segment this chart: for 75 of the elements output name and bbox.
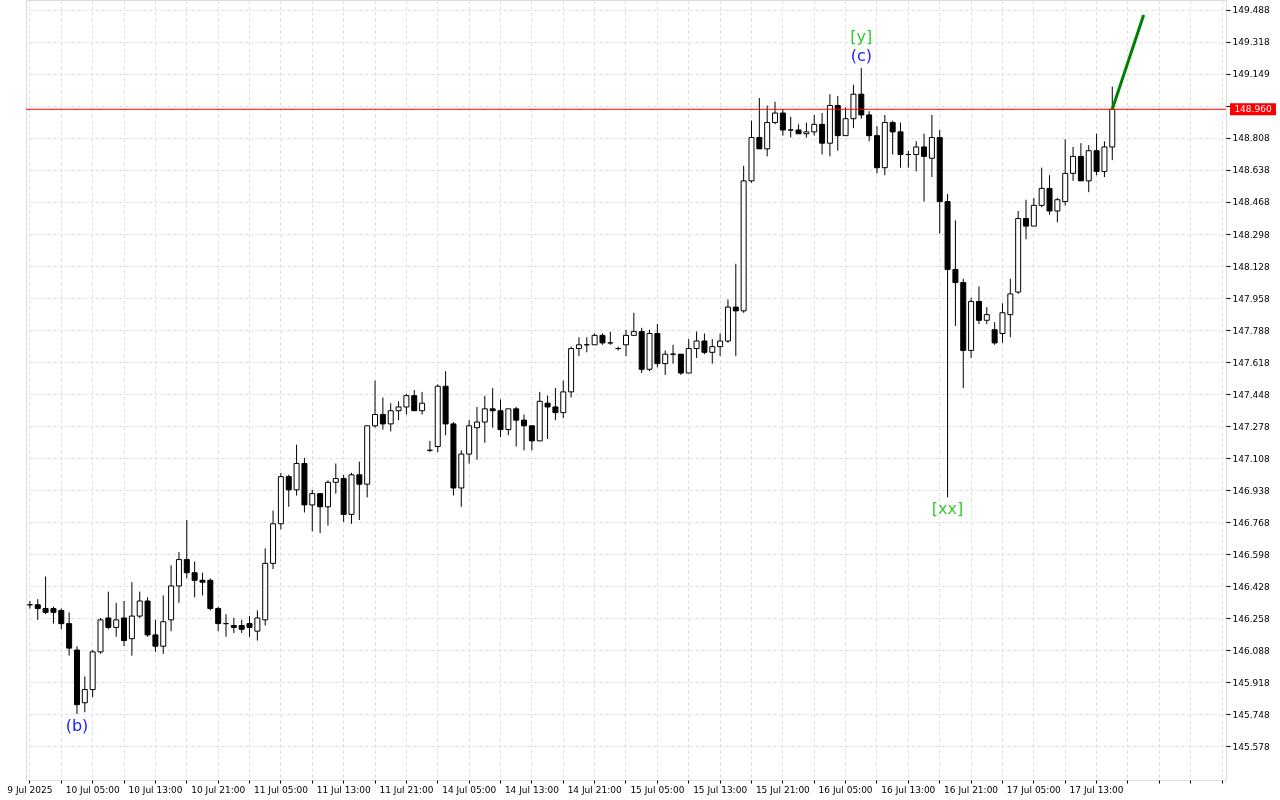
candlestick: [372, 380, 379, 429]
y-tick-label: 148.298: [1232, 229, 1270, 240]
y-tick-label: 147.448: [1232, 389, 1270, 400]
candlestick: [379, 397, 386, 431]
y-tick-label: 148.808: [1232, 133, 1270, 144]
candlestick: [521, 413, 528, 451]
y-tick-label: 145.918: [1232, 677, 1270, 688]
y-tick-label: 147.278: [1232, 421, 1270, 432]
candlestick: [623, 329, 629, 357]
candlestick: [575, 336, 582, 357]
y-tick-label: 147.958: [1232, 293, 1270, 304]
x-tick-label: 10 Jul 21:00: [191, 784, 246, 795]
x-tick-label: 16 Jul 21:00: [944, 784, 999, 795]
y-tick-label: 146.938: [1232, 485, 1270, 496]
candlestick: [787, 116, 794, 139]
y-tick-label: 146.598: [1232, 549, 1270, 560]
candlestick: [419, 391, 426, 415]
annotation: [xx]: [931, 499, 964, 519]
candlestick: [772, 101, 779, 125]
x-tick-label: 9 Jul 2025: [7, 784, 53, 795]
candlestick: [121, 600, 128, 647]
y-tick-label: 149.149: [1232, 69, 1270, 80]
annotation: [y]: [850, 26, 873, 46]
x-tick-label: 10 Jul 13:00: [128, 784, 183, 795]
y-tick-label: 146.088: [1232, 645, 1270, 656]
y-tick-label: 148.638: [1232, 165, 1270, 176]
candlestick: [1023, 199, 1029, 240]
candlestick: [819, 112, 826, 155]
y-tick-label: 145.748: [1232, 709, 1270, 720]
candlestick: [630, 312, 637, 336]
y-tick-label: 147.618: [1232, 357, 1270, 368]
y-tick-label: 146.768: [1232, 517, 1270, 528]
x-tick-label: 10 Jul 05:00: [65, 784, 120, 795]
y-tick-label: 146.428: [1232, 581, 1270, 592]
annotation: (b): [65, 716, 89, 736]
candlestick: [317, 493, 324, 534]
candlestick: [913, 140, 920, 172]
y-tick-label: 149.488: [1232, 5, 1270, 16]
candlestick: [1070, 146, 1077, 182]
x-tick-label: 11 Jul 21:00: [379, 784, 434, 795]
ref-line-label: 148.960: [1234, 104, 1272, 115]
x-tick-label: 15 Jul 13:00: [693, 784, 748, 795]
candlestick: [481, 395, 488, 444]
candlestick: [215, 606, 222, 632]
x-tick-label: 16 Jul 05:00: [818, 784, 873, 795]
x-tick-label: 16 Jul 13:00: [881, 784, 936, 795]
x-tick-label: 17 Jul 05:00: [1006, 784, 1062, 795]
x-tick-label: 14 Jul 13:00: [504, 784, 560, 795]
y-tick-label: 146.258: [1232, 613, 1270, 624]
candlestick: [81, 675, 88, 713]
candlestick: [866, 110, 873, 142]
candlestick: [928, 114, 935, 178]
y-tick-label: 147.108: [1232, 453, 1270, 464]
candlestick: [975, 285, 982, 325]
candlestick: [677, 353, 684, 376]
x-tick-label: 11 Jul 05:00: [253, 784, 309, 795]
x-tick-label: 11 Jul 13:00: [316, 784, 371, 795]
x-tick-label: 17 Jul 13:00: [1069, 784, 1124, 795]
y-tick-label: 149.318: [1232, 37, 1270, 48]
y-tick-label: 145.578: [1232, 741, 1270, 752]
candlestick: [779, 108, 786, 137]
x-tick-label: 14 Jul 21:00: [567, 784, 622, 795]
x-tick-label: 15 Jul 21:00: [755, 784, 811, 795]
x-tick-label: 14 Jul 05:00: [442, 784, 497, 795]
candlestick: [528, 425, 535, 451]
y-tick-label: 148.468: [1232, 197, 1270, 208]
candlestick: [473, 406, 480, 461]
x-tick-label: 15 Jul 05:00: [630, 784, 685, 795]
y-tick-label: 147.788: [1232, 325, 1270, 336]
y-tick-label: 148.128: [1232, 261, 1270, 272]
candlestick: [128, 581, 135, 657]
candlestick: [921, 133, 928, 203]
annotation: (c): [850, 45, 872, 65]
candlestick: [717, 332, 724, 357]
candlestick: [1030, 197, 1037, 227]
